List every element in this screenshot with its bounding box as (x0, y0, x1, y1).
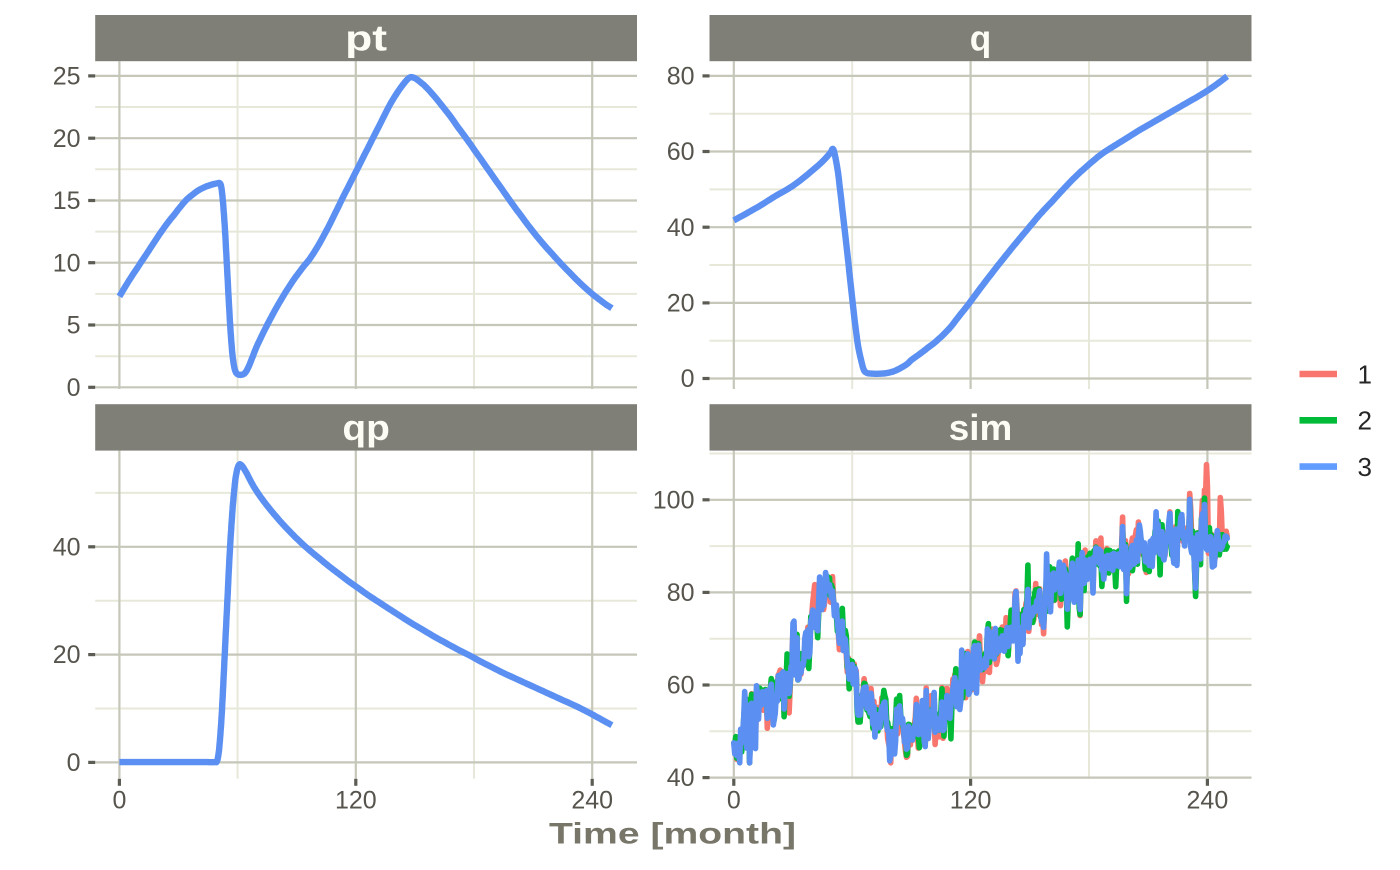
svg-text:0: 0 (681, 365, 695, 393)
svg-text:15: 15 (53, 187, 81, 215)
svg-text:80: 80 (667, 63, 695, 91)
svg-text:q: q (970, 18, 992, 59)
svg-text:20: 20 (667, 290, 695, 318)
svg-text:20: 20 (53, 641, 81, 669)
svg-text:100: 100 (653, 486, 695, 514)
svg-text:40: 40 (667, 214, 695, 242)
svg-text:60: 60 (667, 138, 695, 166)
svg-text:80: 80 (667, 579, 695, 607)
svg-text:40: 40 (53, 533, 81, 561)
svg-text:qp: qp (342, 407, 390, 448)
svg-text:sim: sim (949, 407, 1013, 448)
svg-text:20: 20 (53, 125, 81, 153)
svg-text:1: 1 (1358, 359, 1372, 389)
svg-text:0: 0 (67, 749, 81, 777)
svg-text:0: 0 (727, 786, 741, 814)
svg-text:0: 0 (112, 786, 126, 814)
svg-text:Time [month]: Time [month] (549, 818, 796, 851)
svg-text:2: 2 (1358, 406, 1372, 436)
svg-text:120: 120 (950, 786, 992, 814)
svg-text:60: 60 (667, 672, 695, 700)
svg-text:25: 25 (53, 63, 81, 91)
svg-text:120: 120 (335, 786, 377, 814)
svg-text:10: 10 (53, 249, 81, 277)
svg-text:5: 5 (67, 312, 81, 340)
svg-text:40: 40 (667, 764, 695, 792)
svg-text:pt: pt (345, 18, 387, 59)
svg-text:3: 3 (1358, 452, 1372, 482)
svg-text:0: 0 (67, 374, 81, 402)
svg-text:240: 240 (571, 786, 613, 814)
svg-text:240: 240 (1187, 786, 1229, 814)
